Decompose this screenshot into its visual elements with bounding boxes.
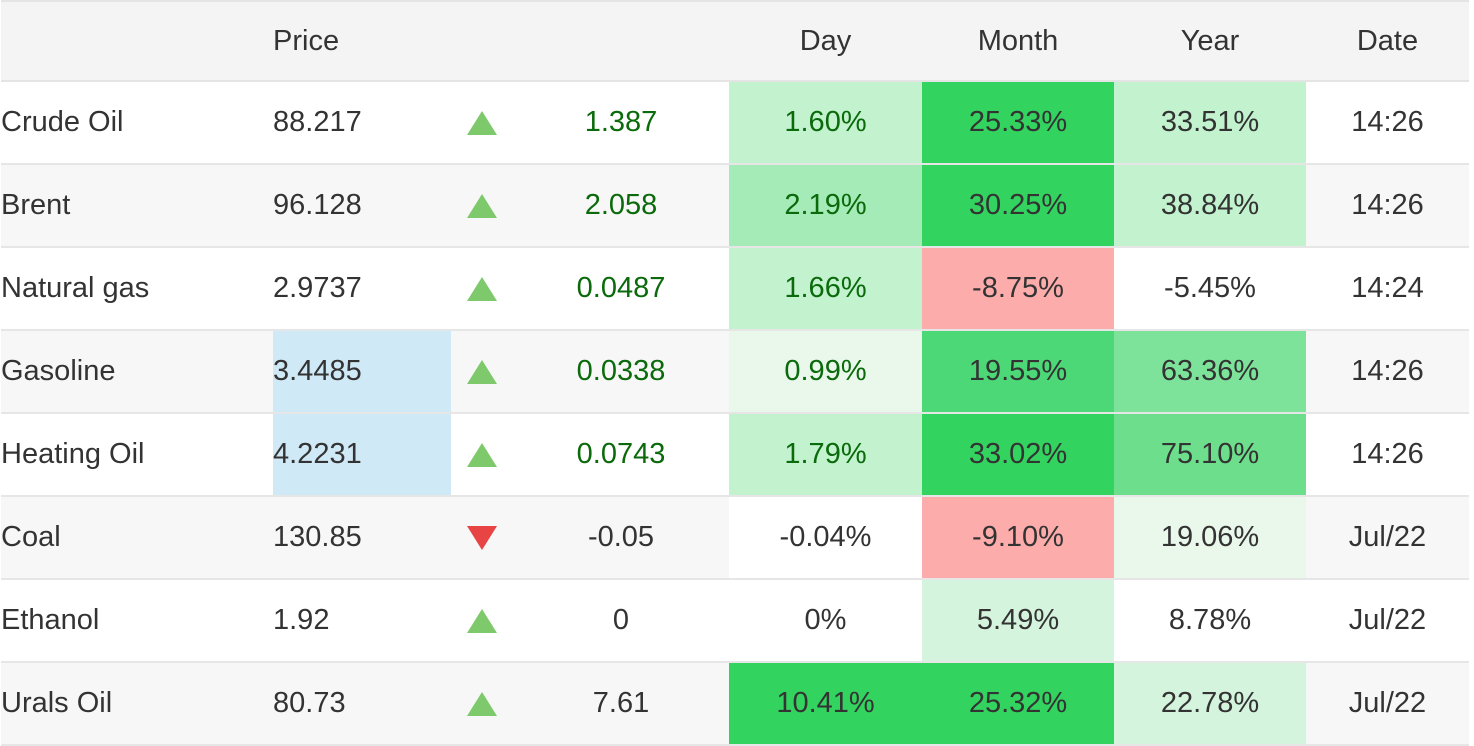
year-change-cell: 19.06% [1114,496,1306,579]
arrow-up-icon [467,360,497,385]
table-row: Gasoline 3.4485 0.0338 0.99% 19.55% 63.3… [1,330,1469,413]
header-month[interactable]: Month [922,0,1114,82]
commodity-name-link[interactable]: Gasoline [1,355,116,387]
date-cell: 14:26 [1351,106,1424,138]
table-row: Heating Oil 4.2231 0.0743 1.79% 33.02% 7… [1,413,1469,496]
arrow-cell [451,164,513,247]
arrow-down-icon [467,526,497,551]
month-change-cell: 19.55% [922,330,1114,413]
day-change-cell: 0% [804,604,847,636]
arrow-cell [451,496,513,579]
change-cell: 0.0338 [576,355,666,387]
price-cell: 96.128 [273,189,362,221]
year-change-cell: 38.84% [1114,164,1306,247]
price-cell: 80.73 [273,687,346,719]
year-change-cell: 8.78% [1168,604,1252,636]
arrow-up-icon [467,443,497,468]
table-row: Natural gas 2.9737 0.0487 1.66% -8.75% -… [1,247,1469,330]
commodity-name-link[interactable]: Ethanol [1,604,100,636]
change-cell: 1.387 [584,106,658,138]
arrow-up-icon [467,194,497,219]
month-change-cell: 25.33% [922,81,1114,164]
arrow-up-icon [467,692,497,717]
date-cell: Jul/22 [1348,687,1427,719]
day-change-cell: 0.99% [729,330,922,413]
day-change-cell: 1.79% [729,413,922,496]
day-change-cell: 10.41% [729,662,922,745]
day-change-cell: 2.19% [729,164,922,247]
change-cell: 0.0743 [576,438,666,470]
year-change-cell: 63.36% [1114,330,1306,413]
arrow-cell [451,662,513,745]
price-cell: 88.217 [273,106,362,138]
year-change-cell: 75.10% [1114,413,1306,496]
commodity-name-link[interactable]: Natural gas [1,272,150,304]
header-year[interactable]: Year [1114,0,1306,82]
month-change-cell: 33.02% [922,413,1114,496]
commodity-name-link[interactable]: Coal [1,521,61,553]
header-day[interactable]: Day [729,0,922,82]
month-change-cell: -9.10% [922,496,1114,579]
change-cell: 7.61 [592,687,650,719]
commodity-name-link[interactable]: Heating Oil [1,438,145,470]
price-cell: 1.92 [273,604,330,636]
table-body: Crude Oil 88.217 1.387 1.60% 25.33% 33.5… [1,81,1469,745]
date-cell: 14:24 [1351,272,1424,304]
arrow-up-icon [467,111,497,136]
arrow-up-icon [467,609,497,634]
day-change-cell: 1.66% [729,247,922,330]
month-change-cell: 30.25% [922,164,1114,247]
commodity-name-link[interactable]: Crude Oil [1,106,124,138]
price-cell: 3.4485 [273,330,451,413]
table-row: Ethanol 1.92 0 0% 5.49% 8.78% Jul/22 [1,579,1469,662]
table-header-row: Price Day Month Year Date [1,0,1469,82]
change-cell: 0.0487 [576,272,666,304]
date-cell: Jul/22 [1348,521,1427,553]
date-cell: 14:26 [1351,438,1424,470]
date-cell: 14:26 [1351,355,1424,387]
price-cell: 4.2231 [273,413,451,496]
month-change-cell: 25.32% [922,662,1114,745]
table-row: Brent 96.128 2.058 2.19% 30.25% 38.84% 1… [1,164,1469,247]
day-change-cell: 1.60% [729,81,922,164]
price-cell: 2.9737 [273,272,362,304]
table-row: Crude Oil 88.217 1.387 1.60% 25.33% 33.5… [1,81,1469,164]
header-price[interactable]: Price [273,0,451,82]
arrow-cell [451,579,513,662]
date-cell: Jul/22 [1348,604,1427,636]
table-row: Urals Oil 80.73 7.61 10.41% 25.32% 22.78… [1,662,1469,745]
commodity-name-link[interactable]: Brent [1,189,71,221]
change-cell: 0 [612,604,630,636]
arrow-cell [451,247,513,330]
month-change-cell: -8.75% [922,247,1114,330]
year-change-cell: -5.45% [1164,272,1256,304]
day-change-cell: -0.04% [729,496,922,579]
header-name [1,0,273,82]
month-change-cell: 5.49% [922,579,1114,662]
year-change-cell: 22.78% [1114,662,1306,745]
header-date[interactable]: Date [1306,0,1469,82]
arrow-cell [451,81,513,164]
commodity-name-link[interactable]: Urals Oil [1,687,113,719]
header-change [513,0,729,82]
year-change-cell: 33.51% [1114,81,1306,164]
date-cell: 14:26 [1351,189,1424,221]
change-cell: -0.05 [587,521,655,553]
arrow-up-icon [467,277,497,302]
arrow-cell [451,330,513,413]
change-cell: 2.058 [584,189,658,221]
table-row: Coal 130.85 -0.05 -0.04% -9.10% 19.06% J… [1,496,1469,579]
price-cell: 130.85 [273,521,362,553]
header-arrow [451,0,513,82]
arrow-cell [451,413,513,496]
